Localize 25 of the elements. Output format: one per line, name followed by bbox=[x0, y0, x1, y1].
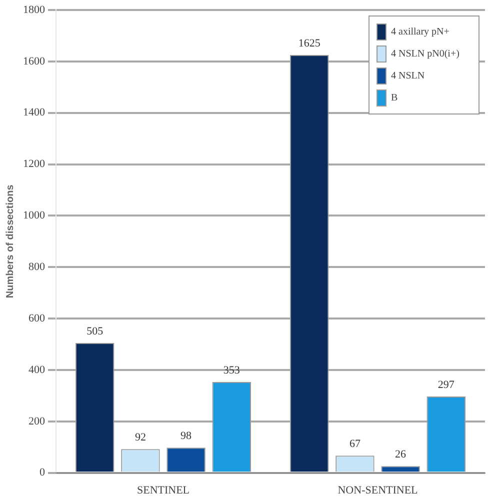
legend-label: B bbox=[391, 92, 398, 104]
data-label: 1625 bbox=[298, 37, 321, 50]
y-tick-label: 400 bbox=[28, 364, 46, 376]
legend-label: 4 NSLN pN0(i+) bbox=[391, 48, 460, 60]
y-tick-label: 1000 bbox=[23, 210, 46, 222]
y-tick-label: 1800 bbox=[23, 4, 46, 16]
data-label: 98 bbox=[180, 430, 192, 442]
y-tick-label: 1600 bbox=[23, 55, 46, 68]
x-tick-label: SENTINEL bbox=[136, 484, 190, 496]
y-tick-label: 0 bbox=[40, 466, 46, 479]
y-tick-label: 1400 bbox=[23, 106, 46, 119]
y-tick-label: 200 bbox=[28, 415, 46, 428]
data-label: 92 bbox=[134, 432, 146, 444]
data-label: 26 bbox=[395, 448, 407, 461]
data-label: 297 bbox=[438, 378, 455, 391]
y-tick-label: 800 bbox=[28, 261, 46, 273]
x-tick-label: NON-SENTINEL bbox=[338, 484, 418, 496]
y-tick-label: 1200 bbox=[23, 158, 46, 170]
legend-label: 4 axillary pN+ bbox=[391, 26, 450, 38]
legend-label: 4 NSLN bbox=[391, 70, 425, 82]
y-axis-title: Numbers of dissections bbox=[4, 184, 16, 298]
y-tick-label: 600 bbox=[28, 312, 46, 324]
data-label: 67 bbox=[349, 438, 361, 450]
data-label: 505 bbox=[86, 325, 104, 338]
data-label: 353 bbox=[223, 364, 240, 376]
